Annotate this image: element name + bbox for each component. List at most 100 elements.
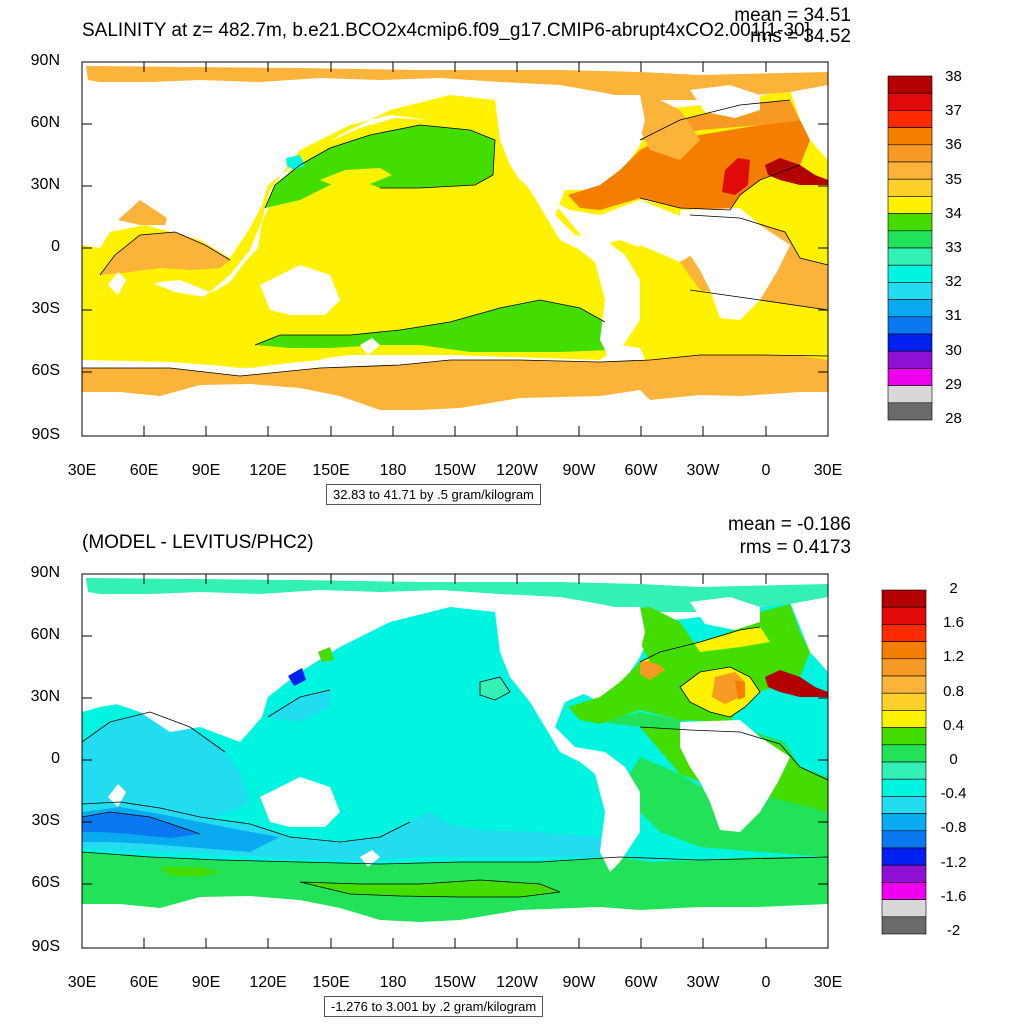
lon-label: 150W (434, 462, 476, 479)
legend-swatch (887, 350, 933, 369)
legend-label: 29 (945, 376, 962, 393)
legend-label: 34 (945, 205, 962, 222)
legend-swatch (881, 606, 927, 625)
lon-label: 60E (129, 462, 159, 479)
lon-label: 120W (496, 462, 538, 479)
rms-stat: rms = 34.52 (750, 26, 851, 47)
legend-swatch (881, 830, 927, 849)
legend-label: 35 (945, 171, 962, 188)
legend-swatch (887, 333, 933, 352)
legend-label: -0.8 (940, 819, 967, 836)
contour-lines (81, 626, 829, 898)
lat-label: 90N (30, 564, 60, 581)
lon-label: 150W (434, 974, 476, 991)
ticks (81, 61, 828, 437)
legend-label: 1.2 (943, 648, 964, 665)
legend-swatch (881, 589, 927, 608)
legend-swatch (887, 385, 933, 404)
land-americas (495, 95, 645, 360)
lat-label: 30S (31, 812, 60, 829)
panel-title: (MODEL - LEVITUS/PHC2) (82, 532, 314, 553)
land-antarctica (82, 904, 828, 948)
legend-swatch (881, 778, 927, 797)
land-antarctica (82, 392, 828, 436)
legend-swatch (881, 624, 927, 642)
mean-stat: mean = -0.186 (727, 514, 851, 535)
legend-swatch (881, 710, 927, 728)
land-asia (82, 90, 330, 220)
legend-swatch (881, 899, 927, 918)
land-americas (495, 607, 645, 872)
legend-label: 33 (945, 239, 962, 256)
lon-label: 30E (67, 974, 97, 991)
legend-swatch (887, 264, 933, 283)
lon-label: 60W (624, 462, 658, 479)
mean-stat: mean = 34.51 (734, 5, 851, 26)
lon-label: 120E (249, 974, 287, 991)
lon-label: 120W (496, 974, 538, 991)
lon-label: 180 (379, 462, 407, 479)
legend-swatch (881, 864, 927, 883)
color-legend (881, 589, 927, 935)
lon-label: 30E (813, 462, 843, 479)
lon-label: 0 (761, 462, 771, 479)
lat-label: 30N (30, 688, 60, 705)
land-africa (680, 720, 790, 832)
legend-swatch (887, 230, 933, 249)
lon-label: 90W (562, 974, 596, 991)
legend-swatch (887, 368, 933, 386)
lon-label: 30E (67, 462, 97, 479)
contour-info-box: 32.83 to 41.71 by .5 gram/kilogram (326, 484, 541, 505)
legend-swatch (881, 847, 927, 866)
lon-label: 30E (813, 974, 843, 991)
legend-swatch (881, 796, 927, 814)
rms-stat: rms = 0.4173 (739, 537, 851, 558)
land-greenland (690, 597, 760, 630)
legend-swatch (887, 196, 933, 214)
legend-swatch (887, 402, 933, 421)
difference-map (81, 573, 927, 949)
lat-label: 60N (30, 114, 60, 131)
legend-swatch (881, 658, 927, 677)
legend-swatch (881, 744, 927, 763)
legend-label: 37 (945, 102, 962, 119)
legend-label: 0.8 (943, 683, 964, 700)
legend-label: 0.4 (943, 717, 964, 734)
legend-label: 31 (945, 307, 962, 324)
lat-label: 30N (30, 176, 60, 193)
legend-swatch (887, 92, 933, 111)
legend-label: 28 (945, 410, 962, 427)
lat-label: 60S (31, 362, 60, 379)
legend-swatch (881, 761, 927, 780)
legend-swatch (887, 247, 933, 266)
legend-swatch (881, 813, 927, 832)
lon-label: 30W (686, 462, 720, 479)
difference-panel: (MODEL - LEVITUS/PHC2) mean = -0.186 rms… (0, 512, 1024, 1024)
legend-swatch (887, 110, 933, 128)
lat-label: 90N (30, 52, 60, 69)
legend-swatch (887, 316, 933, 335)
contour-lines (82, 99, 829, 377)
lon-label: 90E (191, 462, 221, 479)
legend-label: 30 (945, 342, 962, 359)
land-asia (82, 602, 330, 732)
lat-label: 60S (31, 874, 60, 891)
lat-label: 0 (51, 238, 60, 255)
land-greenland (690, 85, 760, 118)
salinity-map (81, 61, 933, 437)
legend-swatch (887, 75, 933, 94)
land-australia (260, 777, 340, 827)
legend-label: 32 (945, 273, 962, 290)
lat-label: 0 (51, 750, 60, 767)
legend-label: 1.6 (943, 614, 964, 631)
legend-swatch (881, 675, 927, 694)
legend-swatch (887, 282, 933, 300)
lon-label: 150E (312, 462, 350, 479)
legend-label: 2 (949, 580, 958, 597)
contour-info-box: -1.276 to 3.001 by .2 gram/kilogram (324, 996, 544, 1017)
legend-swatch (881, 882, 927, 900)
legend-swatch (881, 692, 927, 711)
ocean-field (82, 578, 828, 948)
lon-label: 60E (129, 974, 159, 991)
legend-swatch (887, 144, 933, 163)
